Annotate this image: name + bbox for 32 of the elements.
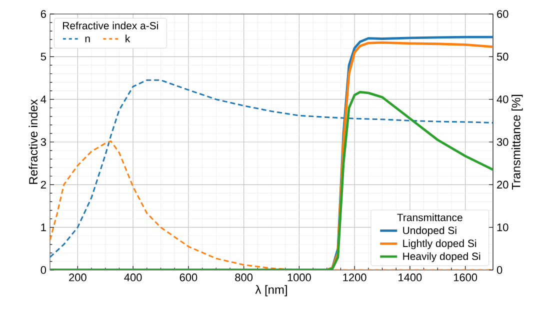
annotation: Refractive index a-Si bbox=[63, 22, 158, 30]
x-tick-label: 600 bbox=[180, 274, 198, 282]
y-tick-label: 1 bbox=[41, 224, 46, 232]
y-tick-label: 2 bbox=[40, 180, 46, 188]
y2-tick-label: 60 bbox=[497, 10, 508, 18]
y2-axis-title: Transmittance [%] bbox=[512, 94, 523, 190]
y2-tick-label: 40 bbox=[496, 95, 508, 104]
x-tick-label: 200 bbox=[69, 274, 86, 282]
x-tick-label: 800 bbox=[235, 274, 253, 282]
y-tick-label: 5 bbox=[40, 52, 46, 60]
y-tick-label: 6 bbox=[40, 10, 46, 18]
y2-tick-label: 20 bbox=[497, 180, 508, 189]
y-tick-label: 0 bbox=[40, 266, 46, 274]
x-tick-label: 1000 bbox=[288, 274, 311, 282]
legend-title: Transmittance bbox=[397, 213, 462, 222]
x-axis-title: λ [nm] bbox=[255, 285, 287, 296]
x-tick-label: 1400 bbox=[398, 274, 422, 282]
y2-tick-label: 10 bbox=[497, 223, 508, 232]
y-axis-title: Refractive index bbox=[28, 99, 38, 184]
y2-tick-label: 30 bbox=[496, 138, 508, 146]
legend-label: Undoped Si bbox=[403, 226, 456, 236]
legend-label: n bbox=[85, 36, 90, 42]
x-tick-label: 1200 bbox=[343, 274, 366, 282]
y-tick-label: 3 bbox=[40, 138, 46, 146]
legend-label: Lightly doped Si bbox=[403, 239, 476, 250]
y2-tick-label: 50 bbox=[496, 52, 508, 61]
x-tick-label: 1600 bbox=[454, 274, 478, 282]
y-tick-label: 4 bbox=[40, 96, 46, 104]
legend-label: Heavily doped Si bbox=[403, 252, 480, 262]
x-tick-label: 400 bbox=[124, 274, 142, 282]
legend-label: k bbox=[126, 34, 130, 42]
y2-tick-label: 0 bbox=[496, 266, 502, 274]
